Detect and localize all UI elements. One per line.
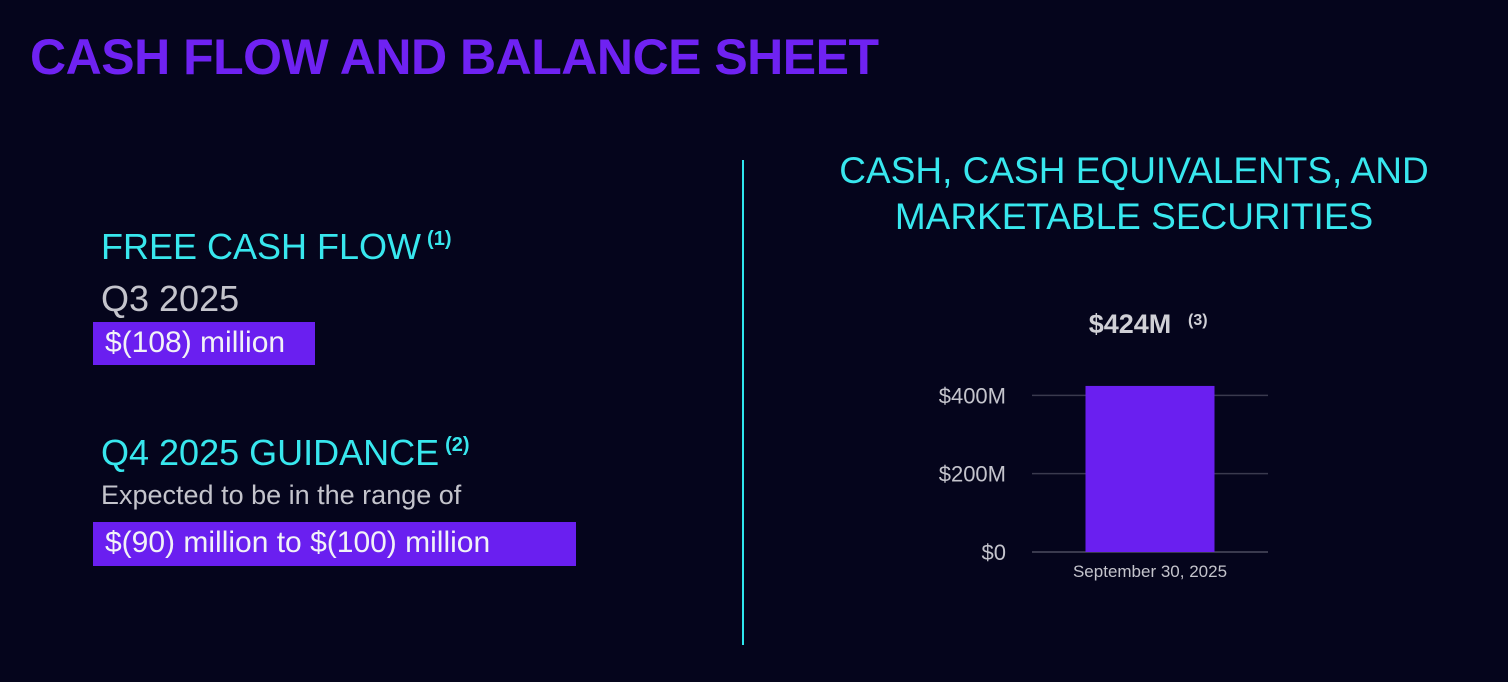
guidance-heading-block: Q4 2025 GUIDANCE (2) — [101, 432, 470, 474]
y-tick-label: $200M — [939, 462, 1006, 487]
vertical-divider — [742, 160, 744, 645]
guidance-value: $(90) million to $(100) million — [93, 522, 576, 566]
x-tick-label: September 30, 2025 — [1073, 562, 1227, 581]
y-tick-label: $400M — [939, 383, 1006, 408]
chart-title-line-2: MARKETABLE SECURITIES — [894, 196, 1374, 237]
bar — [1085, 385, 1215, 552]
guidance-text: Expected to be in the range of — [101, 480, 462, 510]
fcf-heading: FREE CASH FLOW — [101, 226, 422, 267]
guidance-heading: Q4 2025 GUIDANCE — [101, 432, 440, 473]
fcf-heading-block: FREE CASH FLOW (1) — [101, 226, 451, 268]
fcf-value: $(108) million — [93, 322, 315, 365]
y-tick-label: $0 — [982, 540, 1006, 565]
data-label: $424M — [1089, 309, 1172, 339]
chart-title: CASH, CASH EQUIVALENTS, AND MARKETABLE S… — [810, 148, 1458, 240]
data-label-footnote: (3) — [1188, 312, 1208, 329]
cash-bar-chart: $0 $200M $400M September 30, 2025 $424M (3) — [939, 309, 1268, 581]
fcf-period: Q3 2025 — [101, 278, 240, 319]
guidance-footnote: (2) — [445, 434, 470, 456]
chart-title-line-1: CASH, CASH EQUIVALENTS, AND — [839, 150, 1429, 191]
fcf-footnote: (1) — [427, 228, 452, 250]
page-title: CASH FLOW AND BALANCE SHEET — [30, 29, 879, 85]
